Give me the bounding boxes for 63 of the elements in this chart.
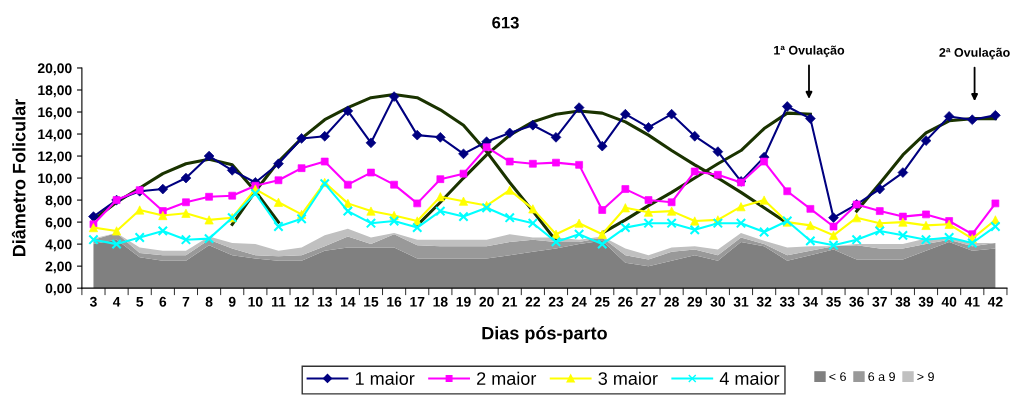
legend-label: < 6 <box>829 372 846 382</box>
y-tick-label: 0,00 <box>45 283 72 296</box>
x-tick-label: 32 <box>756 296 772 307</box>
x-tick-label: 23 <box>548 296 564 307</box>
x-tick-label: 24 <box>571 296 587 307</box>
x-tick-label: 36 <box>849 296 864 307</box>
x-tick-label: 18 <box>433 296 448 307</box>
x-tick-label: 13 <box>317 296 332 307</box>
x-tick-label: 6 <box>159 296 167 307</box>
y-tick-label: 16,00 <box>38 107 72 120</box>
legend-label: 6 a 9 <box>868 372 895 382</box>
x-tick-label: 26 <box>618 296 633 307</box>
chart-title: 613 <box>492 16 519 29</box>
x-tick-label: 19 <box>456 296 471 307</box>
x-tick-label: 28 <box>664 296 679 307</box>
legend-label: > 9 <box>917 372 934 382</box>
y-tick-label: 18,00 <box>38 85 72 98</box>
x-tick-label: 41 <box>964 297 980 307</box>
x-tick-label: 42 <box>987 296 1003 307</box>
text: 2ª Ovulação <box>939 47 1010 60</box>
x-tick-label: 11 <box>272 297 286 307</box>
legend-label: 1 maior <box>355 371 415 385</box>
x-tick-label: 15 <box>364 297 379 307</box>
text: 1ª Ovulação <box>774 45 845 58</box>
x-tick-label: 9 <box>228 296 236 307</box>
x-tick-label: 37 <box>872 296 887 307</box>
x-tick-label: 16 <box>387 296 402 307</box>
x-tick-label: 27 <box>641 296 656 307</box>
x-tick-label: 8 <box>205 296 213 307</box>
x-tick-label: 5 <box>136 297 144 307</box>
x-tick-label: 33 <box>779 296 795 307</box>
y-axis-title: Diâmetro Folicular <box>11 99 26 257</box>
x-tick-label: 21 <box>502 296 518 307</box>
x-tick-label: 34 <box>802 296 819 307</box>
legend-label: 3 maior <box>598 371 658 385</box>
y-tick-label: 2,00 <box>45 261 72 274</box>
x-tick-label: 12 <box>294 296 309 307</box>
x-tick-label: 3 <box>89 296 97 307</box>
x-tick-label: 29 <box>687 296 702 307</box>
x-tick-label: 25 <box>595 296 610 307</box>
x-tick-label: 31 <box>733 296 749 307</box>
x-axis-title: Dias pós-parto <box>482 326 607 344</box>
legend-label: 2 maior <box>477 371 537 385</box>
y-tick-label: 20,00 <box>37 63 72 76</box>
x-tick-label: 7 <box>182 297 190 307</box>
y-tick-label: 10,00 <box>38 173 72 186</box>
y-tick-label: 12,00 <box>38 151 72 164</box>
x-tick-label: 39 <box>918 296 934 307</box>
y-tick-label: 4,00 <box>45 239 72 252</box>
x-tick-label: 4 <box>112 297 121 307</box>
x-tick-label: 35 <box>826 296 841 307</box>
x-tick-label: 14 <box>341 297 356 307</box>
x-tick-label: 17 <box>410 297 425 307</box>
x-tick-label: 22 <box>525 296 541 307</box>
legend-label: 4 maior <box>719 371 780 385</box>
x-tick-label: 20 <box>479 296 494 307</box>
y-tick-label: 8,00 <box>45 195 72 208</box>
x-tick-label: 10 <box>248 296 263 307</box>
x-tick-label: 40 <box>941 296 957 307</box>
x-tick-label: 38 <box>895 296 911 307</box>
y-tick-label: 6,00 <box>45 217 72 230</box>
y-tick-label: 14,00 <box>38 129 72 142</box>
x-tick-label: 30 <box>710 296 726 307</box>
